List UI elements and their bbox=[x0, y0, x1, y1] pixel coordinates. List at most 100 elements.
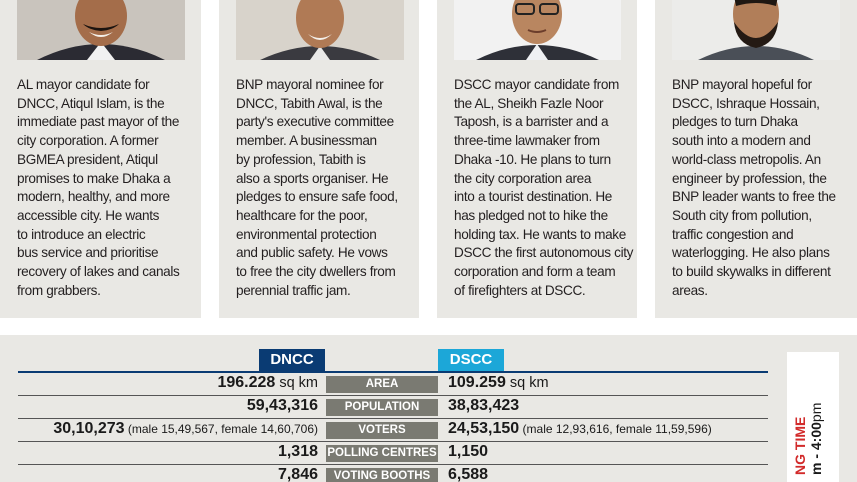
bio-line: from grabbers. bbox=[17, 282, 101, 298]
candidate-card-2: BNP mayoral nominee for DNCC, Tabith Awa… bbox=[219, 0, 419, 318]
bio-line: traffic congestion and bbox=[672, 226, 794, 242]
row-label-population: POPULATION bbox=[326, 399, 438, 416]
dncc-population: 59,43,316 bbox=[18, 397, 318, 415]
bio-line: three-time lawmaker from bbox=[454, 133, 600, 149]
voting-time-range: m - 4:00pm bbox=[808, 403, 824, 475]
candidate-card-3: DSCC mayor candidate from the AL, Sheikh… bbox=[437, 0, 637, 318]
city-stats-panel: DNCC DSCC 196.228 sq km AREA 109.259 sq … bbox=[0, 335, 857, 482]
dscc-voting-booths-value: 6,588 bbox=[448, 466, 489, 482]
bio-line: world-class metropolis. An bbox=[672, 151, 821, 167]
bio-line: DSCC mayor candidate from bbox=[454, 77, 620, 92]
bio-line: BGMEA president, Atiqul bbox=[17, 151, 158, 167]
dncc-polling-centres: 1,318 bbox=[18, 443, 318, 461]
voting-time-pm: pm bbox=[808, 402, 824, 423]
bio-line: bus service and prioritise bbox=[17, 245, 159, 261]
dncc-voters-breakdown: (male 15,49,567, female 14,60,706) bbox=[124, 422, 318, 436]
candidate-bio-2: BNP mayoral nominee for DNCC, Tabith Awa… bbox=[236, 76, 398, 300]
stats-row-voting-booths: 7,846 VOTING BOOTHS 6,588 bbox=[18, 465, 768, 482]
bio-line: into a tourist destination. He bbox=[454, 189, 613, 205]
bio-line: BNP mayoral hopeful for bbox=[672, 77, 812, 92]
bio-line: by profession, Tabith is bbox=[236, 151, 366, 167]
bio-line: BNP leader wants to free the bbox=[672, 189, 836, 205]
stats-row-polling-centres: 1,318 POLLING CENTRES 1,150 bbox=[18, 442, 768, 465]
row-divider bbox=[18, 418, 768, 419]
row-label-polling-centres: POLLING CENTRES bbox=[326, 445, 438, 462]
bio-line: immediate past mayor of the bbox=[17, 114, 180, 130]
bio-line: areas. bbox=[672, 282, 708, 298]
candidate-photo-4 bbox=[672, 0, 840, 60]
bio-line: modern, healthy, and more bbox=[17, 189, 170, 205]
dncc-voters-value: 30,10,273 bbox=[53, 420, 125, 437]
dncc-population-value: 59,43,316 bbox=[246, 397, 318, 414]
dscc-population: 38,83,423 bbox=[448, 397, 519, 415]
bio-line: waterlogging. He also plans bbox=[672, 245, 830, 261]
table-top-rule bbox=[18, 371, 768, 373]
voting-time-label: NG TIME m - 4:00pm bbox=[792, 335, 824, 475]
dscc-polling-centres-value: 1,150 bbox=[448, 443, 489, 460]
bio-line: engineer by profession, the bbox=[672, 170, 827, 186]
bio-line: corporation and form a team bbox=[454, 264, 616, 280]
dscc-voters-value: 24,53,150 bbox=[448, 420, 520, 437]
stats-row-voters: 30,10,273 (male 15,49,567, female 14,60,… bbox=[18, 419, 768, 442]
candidate-bio-1: AL mayor candidate for DNCC, Atiqul Isla… bbox=[17, 76, 180, 300]
bio-line: to build skywalks in different bbox=[672, 264, 831, 280]
candidate-photo-2 bbox=[236, 0, 404, 60]
bio-line: DNCC, Atiqul Islam, is the bbox=[17, 95, 165, 111]
dncc-header: DNCC bbox=[259, 349, 325, 371]
bio-line: environmental protection bbox=[236, 226, 377, 242]
voting-time-value: m - 4:00 bbox=[808, 422, 824, 475]
candidate-photo-1 bbox=[17, 0, 185, 60]
row-divider bbox=[18, 395, 768, 396]
bio-line: South city from pollution, bbox=[672, 207, 812, 223]
dncc-area-value: 196.228 bbox=[217, 374, 276, 391]
bio-line: has pledged not to hike the bbox=[454, 207, 608, 223]
bio-line: holding tax. He wants to make bbox=[454, 226, 626, 242]
bio-line: BNP mayoral nominee for bbox=[236, 77, 384, 92]
dscc-area-value: 109.259 bbox=[448, 374, 506, 391]
bio-line: healthcare for the poor, bbox=[236, 207, 368, 223]
stats-row-population: 59,43,316 POPULATION 38,83,423 bbox=[18, 396, 768, 419]
row-divider bbox=[18, 441, 768, 442]
bio-line: also a sports organiser. He bbox=[236, 170, 389, 186]
bio-line: accessible city. He wants bbox=[17, 207, 160, 223]
bio-line: recovery of lakes and canals bbox=[17, 264, 180, 280]
dscc-voters-breakdown: (male 12,93,616, female 11,59,596) bbox=[519, 422, 712, 436]
bio-line: Taposh, is a barrister and a bbox=[454, 114, 609, 130]
dscc-population-value: 38,83,423 bbox=[448, 397, 520, 414]
candidate-photo-3 bbox=[454, 0, 621, 60]
bio-line: DSCC, Ishraque Hossain, bbox=[672, 95, 820, 111]
bio-line: perennial traffic jam. bbox=[236, 282, 351, 298]
dscc-area-unit: sq km bbox=[505, 375, 549, 391]
bio-line: DSCC the first autonomous city bbox=[454, 245, 634, 261]
dncc-voters: 30,10,273 (male 15,49,567, female 14,60,… bbox=[18, 420, 318, 438]
bio-line: of firefighters at DSCC. bbox=[454, 282, 586, 298]
candidate-card-1: AL mayor candidate for DNCC, Atiqul Isla… bbox=[0, 0, 201, 318]
row-divider bbox=[18, 464, 768, 465]
dscc-polling-centres: 1,150 bbox=[448, 443, 488, 461]
bio-line: city corporation. A former bbox=[17, 133, 159, 149]
candidate-bio-4: BNP mayoral hopeful for DSCC, Ishraque H… bbox=[672, 76, 836, 300]
bio-line: party's executive committee bbox=[236, 114, 394, 130]
bio-line: AL mayor candidate for bbox=[17, 77, 150, 92]
dscc-area: 109.259 sq km bbox=[448, 374, 549, 392]
candidate-bio-3: DSCC mayor candidate from the AL, Sheikh… bbox=[454, 76, 633, 300]
bio-line: promises to make Dhaka a bbox=[17, 170, 171, 186]
row-label-voters: VOTERS bbox=[326, 422, 438, 439]
bio-line: to free the city dwellers from bbox=[236, 264, 396, 280]
stats-row-area: 196.228 sq km AREA 109.259 sq km bbox=[18, 373, 768, 396]
dncc-voting-booths-value: 7,846 bbox=[277, 466, 318, 482]
dncc-area-unit: sq km bbox=[275, 375, 318, 391]
bio-line: the city corporation area bbox=[454, 170, 592, 186]
bio-line: the AL, Sheikh Fazle Noor bbox=[454, 95, 604, 111]
bio-line: DNCC, Tabith Awal, is the bbox=[236, 95, 383, 111]
dncc-voting-booths: 7,846 bbox=[18, 466, 318, 482]
bio-line: pledges to ensure safe food, bbox=[236, 189, 398, 205]
voting-time-title: NG TIME bbox=[792, 416, 808, 475]
bio-line: Dhaka -10. He plans to turn bbox=[454, 151, 611, 167]
bio-line: south into a modern and bbox=[672, 133, 811, 149]
dncc-area: 196.228 sq km bbox=[18, 374, 318, 392]
bio-line: member. A businessman bbox=[236, 133, 377, 149]
bio-line: and public safety. He vows bbox=[236, 245, 388, 261]
voting-time-box bbox=[787, 352, 839, 482]
row-label-area: AREA bbox=[326, 376, 438, 393]
